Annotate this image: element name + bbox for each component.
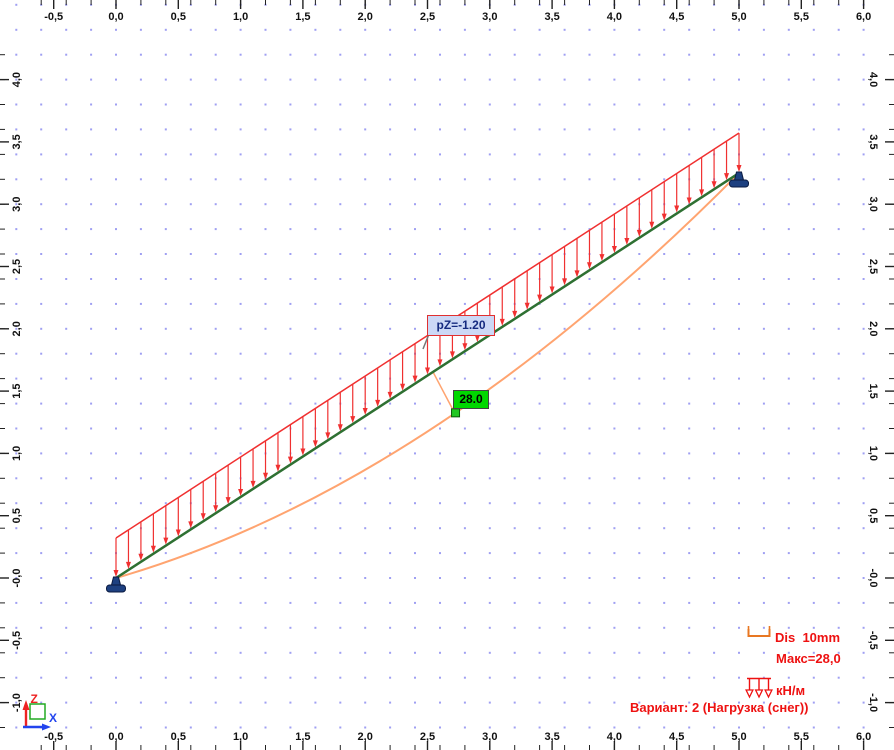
right-ruler-label: -1,0 <box>867 693 879 712</box>
top-ruler-label: 3,5 <box>544 11 559 23</box>
left-ruler-label: -0,0 <box>11 569 23 588</box>
pz-leader <box>422 333 430 350</box>
right-ruler-label: -0,0 <box>867 569 879 588</box>
right-ruler-label: 1,5 <box>867 383 879 398</box>
legend-dis-text: Dis 10mm <box>775 630 841 645</box>
bottom-ruler-label: 5,0 <box>731 731 746 743</box>
legend-variant-text: Вариант: 2 (Нагрузка (снег)) <box>630 700 809 715</box>
axis-triad: ZX <box>22 692 57 731</box>
right-ruler-label: 2,0 <box>867 321 879 336</box>
right-ruler-label: 3,0 <box>867 197 879 212</box>
deflection-curve <box>115 172 740 579</box>
triad-z-label: Z <box>31 692 38 706</box>
left-ruler-label: 1,5 <box>11 383 23 398</box>
bottom-ruler-label: 3,0 <box>482 731 497 743</box>
legend-unit-text: кН/м <box>776 683 806 698</box>
top-ruler-label: 5,0 <box>731 11 746 23</box>
bottom-ruler-label: 1,0 <box>233 731 248 743</box>
right-ruler-label: 2,5 <box>867 259 879 274</box>
bottom-ruler-label: 2,5 <box>420 731 435 743</box>
right-ruler-label: 1,0 <box>867 446 879 461</box>
left-ruler-label: 1,0 <box>11 446 23 461</box>
bottom-ruler-label: 0,0 <box>108 731 123 743</box>
left-ruler-label: 4,0 <box>11 72 23 87</box>
bottom-ruler-label: 2,0 <box>358 731 373 743</box>
left-ruler-label: 3,5 <box>11 134 23 149</box>
left-ruler-label: 2,0 <box>11 321 23 336</box>
top-ruler-label: 2,5 <box>420 11 435 23</box>
bottom-ruler-label: 1,5 <box>295 731 310 743</box>
bottom-ruler-label: 3,5 <box>544 731 559 743</box>
supports <box>106 171 749 593</box>
top-ruler-label: -0,5 <box>44 11 63 23</box>
top-ruler-label: 0,5 <box>171 11 186 23</box>
bottom-ruler-label: 4,5 <box>669 731 684 743</box>
top-ruler-label: 3,0 <box>482 11 497 23</box>
max-deflection-label[interactable]: 28.0 <box>453 390 489 409</box>
left-ruler-label: 3,0 <box>11 197 23 212</box>
top-ruler-label: 0,0 <box>108 11 123 23</box>
left-ruler-label: -0,5 <box>11 631 23 650</box>
legend-dis-icon <box>747 626 771 637</box>
left-ruler-label: 0,5 <box>11 508 23 523</box>
top-ruler-label: 1,0 <box>233 11 248 23</box>
bottom-ruler-label: 6,0 <box>856 731 871 743</box>
top-ruler-label: 5,5 <box>794 11 809 23</box>
right-ruler-label: 3,5 <box>867 134 879 149</box>
legend-load-icon <box>745 677 773 699</box>
left-ruler-label: -1,0 <box>11 693 23 712</box>
triad-x-label: X <box>49 711 57 725</box>
top-ruler-label: 6,0 <box>856 11 871 23</box>
top-ruler-label: 2,0 <box>358 11 373 23</box>
right-ruler-label: 4,0 <box>867 72 879 87</box>
right-ruler-label: -0,5 <box>867 631 879 650</box>
beam <box>115 172 740 580</box>
top-ruler-label: 1,5 <box>295 11 310 23</box>
legend-max-text: Макс=28,0 <box>776 651 841 666</box>
left-ruler-label: 2,5 <box>11 259 23 274</box>
bottom-ruler-label: 0,5 <box>171 731 186 743</box>
top-ruler-label: 4,5 <box>669 11 684 23</box>
bottom-ruler-label: 4,0 <box>607 731 622 743</box>
right-ruler-label: 0,5 <box>867 508 879 523</box>
top-ruler-label: 4,0 <box>607 11 622 23</box>
bottom-ruler-label: 5,5 <box>794 731 809 743</box>
load-arrows <box>113 132 742 577</box>
load-value-label[interactable]: pZ=-1.20 <box>427 315 495 336</box>
bottom-ruler-label: -0,5 <box>44 731 63 743</box>
